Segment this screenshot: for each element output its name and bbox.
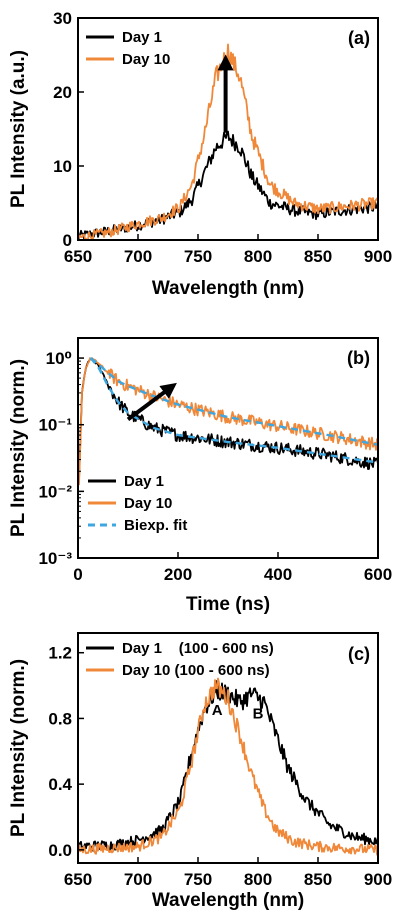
legend-label-1: Day 10 [122, 51, 170, 68]
x-tick-label-5: 900 [364, 870, 392, 889]
series-line-2 [89, 357, 378, 464]
y-axis-title-b: PL Intensity (norm.) [8, 359, 29, 537]
panel-b: 0 200 400 600 10⁻³ 10⁻² 10⁻¹ 10⁰ Day 1 Day 10 Bie… [8, 337, 392, 615]
y-axis-title-a: PL Intensity (a.u.) [8, 50, 29, 208]
x-axis-title-b: Time (ns) [186, 594, 270, 615]
panel-tag-b: (b) [347, 348, 370, 368]
panel-a: 650 700 750 800 850 900 0 10 20 30 Day 1 Day 10 (a… [8, 9, 392, 299]
legend-label-1: Day 10 (100 - 600 ns) [122, 662, 270, 679]
series-line-3 [89, 357, 378, 446]
y-tick-label-3: 30 [53, 9, 72, 28]
x-tick-label-0: 650 [64, 870, 92, 889]
x-tick-label-4: 850 [304, 247, 332, 266]
plot-frame [77, 17, 379, 241]
x-tick-label-2: 400 [264, 565, 292, 584]
series-line-1 [78, 357, 378, 486]
peak-label-0: A [212, 702, 223, 719]
x-tick-label-3: 800 [244, 247, 272, 266]
y-tick-label-1: 10 [53, 157, 72, 176]
panel-tag-c: (c) [348, 644, 370, 664]
y-tick-label-0: 10⁻³ [38, 549, 72, 568]
x-tick-label-1: 700 [124, 870, 152, 889]
legend-label-0: Day 1 [124, 473, 164, 490]
panel-tag-a: (a) [348, 28, 370, 48]
y-tick-label-2: 20 [53, 83, 72, 102]
x-axis-title-a: Wavelength (nm) [152, 278, 304, 299]
x-tick-label-0: 650 [64, 247, 92, 266]
series-line-1 [78, 43, 378, 240]
x-tick-label-2: 750 [184, 870, 212, 889]
y-tick-label-1: 10⁻² [38, 482, 72, 501]
y-tick-label-0: 0 [63, 231, 72, 250]
x-tick-label-5: 900 [364, 247, 392, 266]
x-tick-label-1: 700 [124, 247, 152, 266]
series-line-1 [78, 677, 378, 856]
plot-frame [77, 632, 379, 864]
annotation-arrow-0 [126, 382, 177, 422]
x-tick-label-2: 750 [184, 247, 212, 266]
x-axis-title-c: Wavelength (nm) [152, 890, 304, 911]
y-tick-label-3: 1.2 [48, 644, 72, 663]
series-line-0 [78, 357, 378, 481]
peak-label-1: B [253, 705, 264, 722]
plot-frame [77, 337, 379, 559]
series-line-0 [78, 680, 378, 852]
y-tick-label-0: 0.0 [48, 841, 72, 860]
legend-label-0: Day 1 [122, 29, 162, 46]
x-tick-label-1: 200 [164, 565, 192, 584]
y-tick-label-1: 0.4 [48, 775, 72, 794]
y-tick-label-3: 10⁰ [46, 349, 72, 368]
legend-label-2: Biexp. fit [124, 517, 187, 534]
y-axis-title-c: PL Intensity (norm.) [8, 659, 29, 837]
panel-c: 650 700 750 800 850 900 0.0 0.4 0.8 1.2 Day 1 (10… [8, 632, 392, 911]
x-tick-label-3: 800 [244, 870, 272, 889]
series-line-0 [78, 130, 378, 240]
y-tick-label-2: 0.8 [48, 709, 72, 728]
legend-label-1: Day 10 [124, 495, 172, 512]
x-tick-label-0: 0 [73, 565, 82, 584]
x-tick-label-3: 600 [364, 565, 392, 584]
x-tick-label-4: 850 [304, 870, 332, 889]
y-tick-label-2: 10⁻¹ [38, 416, 72, 435]
legend-label-0: Day 1 (100 - 600 ns) [122, 640, 274, 657]
